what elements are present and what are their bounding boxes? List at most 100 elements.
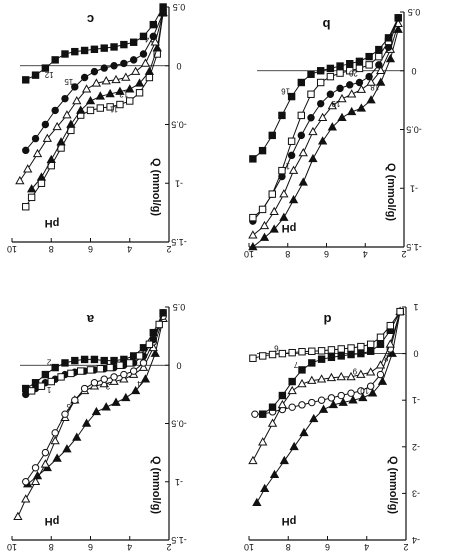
data-point	[366, 340, 375, 348]
y-tick-label: -4	[412, 535, 420, 545]
data-point	[337, 352, 345, 360]
data-point	[21, 494, 31, 503]
data-point	[116, 361, 124, 369]
series-label: 8	[383, 354, 388, 363]
data-point	[298, 348, 306, 356]
data-point	[37, 179, 46, 187]
data-point	[96, 365, 105, 373]
data-point	[387, 348, 397, 357]
data-point	[57, 373, 65, 381]
data-point	[252, 497, 262, 507]
data-point	[134, 78, 145, 87]
data-point	[298, 147, 308, 157]
data-point	[138, 362, 149, 371]
y-tick-label: 0	[413, 349, 418, 359]
data-point	[67, 369, 75, 378]
data-point	[152, 43, 162, 52]
data-point	[56, 137, 66, 146]
y-tick-label: 0.5	[173, 302, 186, 312]
data-point	[317, 136, 328, 145]
panel-label: d	[323, 312, 331, 327]
data-point	[23, 164, 33, 173]
data-point	[288, 194, 299, 204]
data-point	[259, 232, 270, 241]
series-5: 5	[22, 312, 167, 486]
data-point	[307, 114, 315, 122]
data-point	[61, 359, 69, 367]
data-point	[356, 84, 367, 93]
data-point	[336, 62, 344, 70]
data-point	[81, 84, 92, 93]
data-point	[384, 34, 393, 42]
data-point	[135, 352, 144, 360]
data-point	[366, 347, 375, 355]
panel-label: c	[87, 12, 94, 27]
data-point	[81, 418, 92, 427]
data-point	[338, 397, 348, 406]
data-point	[46, 154, 56, 164]
data-point	[139, 50, 148, 58]
data-point	[365, 72, 373, 81]
data-point	[366, 382, 375, 390]
data-point	[347, 350, 355, 359]
series-6: 6	[249, 307, 404, 362]
data-point	[366, 367, 376, 376]
data-point	[297, 378, 307, 388]
data-point	[316, 99, 325, 108]
series-label: 7	[293, 360, 298, 369]
y-tick-label: -1	[175, 178, 183, 188]
data-point	[110, 43, 118, 51]
series-label: 3	[105, 382, 110, 391]
data-point	[355, 57, 364, 66]
series-line	[252, 311, 401, 359]
data-point	[51, 56, 59, 64]
data-point	[297, 78, 306, 87]
y-tick-label: -3	[412, 488, 420, 498]
data-point	[121, 72, 131, 81]
y-tick-label: -1.5	[406, 242, 422, 252]
x-tick-label: 10	[7, 244, 17, 254]
data-point	[51, 429, 59, 437]
series-15: 15	[22, 9, 167, 155]
data-point	[316, 67, 325, 75]
y-tick-label: -0.5	[171, 120, 187, 130]
data-point	[375, 45, 383, 54]
data-point	[298, 177, 308, 186]
data-point	[366, 77, 376, 86]
series-2: 2	[22, 309, 167, 393]
data-point	[50, 435, 60, 445]
x-axis-title: pH	[282, 222, 297, 234]
data-point	[299, 427, 309, 437]
data-point	[110, 62, 118, 70]
x-tick-label: 10	[244, 249, 254, 259]
data-point	[106, 363, 114, 372]
data-point	[72, 432, 82, 441]
data-point	[259, 410, 267, 418]
data-point	[95, 91, 105, 100]
data-point	[356, 103, 367, 112]
data-point	[348, 395, 358, 404]
data-point	[90, 379, 99, 387]
data-point	[337, 93, 347, 103]
x-axis-title: pH	[45, 515, 60, 527]
data-point	[27, 387, 36, 395]
data-point	[346, 81, 354, 89]
data-point	[139, 359, 148, 367]
data-point	[394, 14, 402, 22]
y-axis-title: Q (mmol/g)	[385, 163, 397, 221]
y-tick-label: 1	[413, 302, 418, 312]
panel-label: b	[322, 17, 330, 32]
data-point	[120, 59, 128, 68]
data-point	[355, 78, 364, 87]
y-tick-label: -0.5	[406, 125, 422, 135]
data-point	[130, 66, 141, 75]
data-point	[99, 378, 109, 388]
data-point	[358, 392, 368, 402]
y-axis-title: Q (mmol/g)	[150, 456, 162, 514]
series-line	[252, 29, 399, 248]
data-point	[375, 61, 383, 69]
x-tick-label: 4	[127, 244, 132, 254]
data-point	[357, 387, 365, 395]
data-point	[278, 349, 287, 358]
